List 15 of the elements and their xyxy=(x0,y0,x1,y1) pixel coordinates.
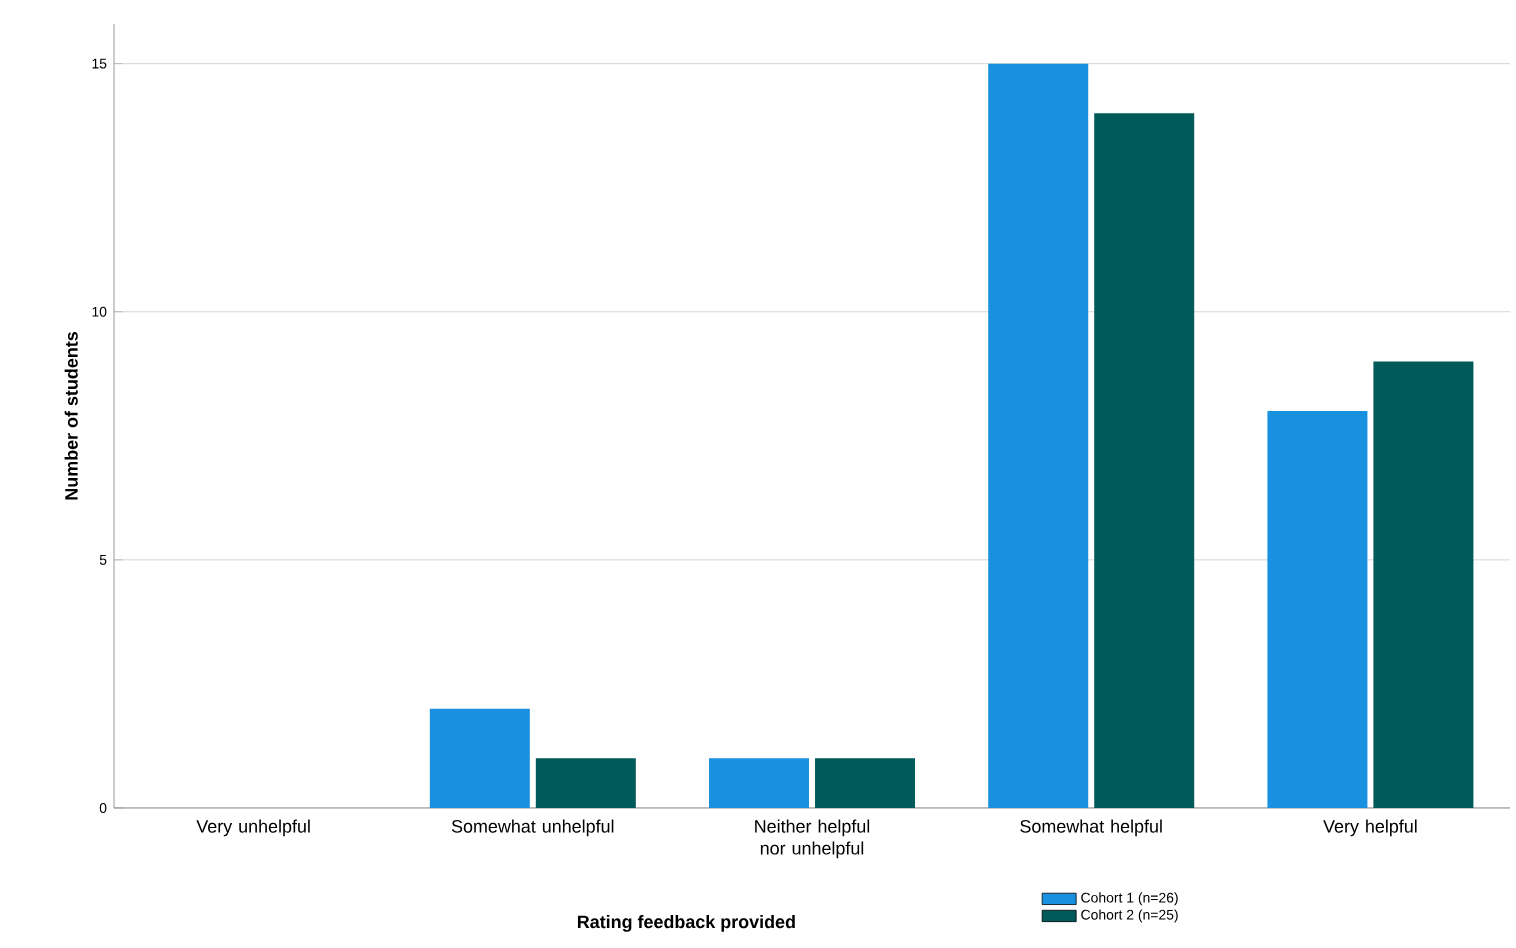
bar xyxy=(988,63,1089,808)
y-axis-title: Number of students xyxy=(64,332,78,500)
bar xyxy=(535,758,636,808)
bar xyxy=(709,758,810,808)
x-tick-label: Somewhat unhelpful xyxy=(451,819,614,837)
x-tick-label: Very helpful xyxy=(1323,819,1417,837)
bar xyxy=(429,708,530,808)
x-tick-label: Very unhelpful xyxy=(196,819,310,837)
bar xyxy=(815,758,916,808)
x-axis-title: Rating feedback provided xyxy=(577,915,795,932)
x-tick-label: Somewhat helpful xyxy=(1020,819,1162,837)
x-tick-label: Neither helpful nor unhelpful xyxy=(755,819,870,859)
bar xyxy=(1373,361,1474,808)
bar xyxy=(1094,113,1195,808)
bar xyxy=(1267,411,1368,808)
